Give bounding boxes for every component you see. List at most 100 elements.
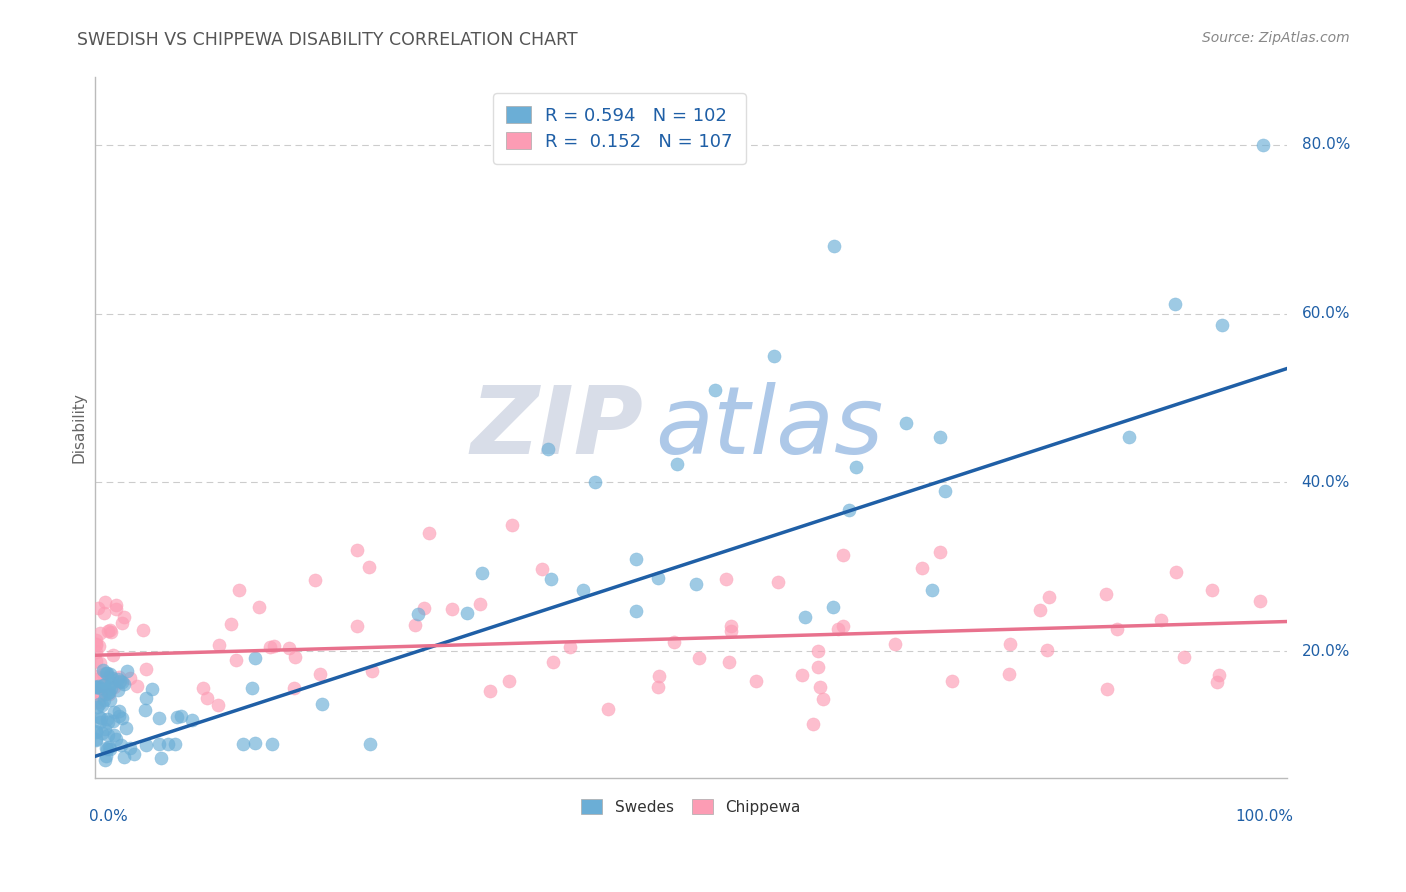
Point [1206, 675, 1229, 690]
Point [763, 349, 786, 363]
Point [115, 664, 138, 678]
Point [1000, 637, 1022, 651]
Point [304, 574, 326, 588]
Point [84, 637, 107, 651]
Point [929, 429, 952, 443]
Point [807, 659, 830, 673]
Point [1164, 296, 1187, 310]
Point [479, 683, 502, 698]
Point [84, 680, 107, 694]
Point [105, 732, 128, 747]
Point [150, 750, 173, 764]
Text: Source: ZipAtlas.com: Source: ZipAtlas.com [1202, 31, 1350, 45]
Point [93, 692, 115, 706]
Point [929, 544, 952, 558]
Point [720, 624, 742, 638]
Point [120, 671, 142, 685]
Point [100, 672, 122, 686]
Point [107, 675, 129, 690]
Point [1150, 613, 1173, 627]
Y-axis label: Disability: Disability [72, 392, 86, 463]
Point [941, 674, 963, 689]
Point [91, 678, 114, 692]
Point [100, 625, 122, 640]
Point [90, 726, 112, 740]
Point [134, 703, 156, 717]
Point [647, 669, 669, 683]
Point [107, 683, 129, 698]
Point [208, 638, 231, 652]
Point [84, 723, 107, 738]
Point [259, 640, 281, 655]
Point [108, 670, 131, 684]
Point [96, 666, 118, 681]
Point [93, 677, 115, 691]
Point [720, 618, 742, 632]
Point [811, 691, 834, 706]
Point [98, 685, 121, 699]
Point [96, 686, 118, 700]
Point [242, 681, 264, 696]
Point [243, 735, 266, 749]
Point [97, 728, 120, 742]
Point [94, 722, 117, 736]
Point [1164, 566, 1187, 580]
Point [90, 711, 112, 725]
Point [111, 675, 134, 690]
Point [1036, 642, 1059, 657]
Point [84, 731, 107, 746]
Point [93, 606, 115, 620]
Point [228, 583, 250, 598]
Point [86, 680, 108, 694]
Point [530, 562, 553, 576]
Point [585, 475, 607, 490]
Point [96, 741, 118, 756]
Point [108, 704, 131, 718]
Point [456, 606, 478, 620]
Point [97, 739, 120, 754]
Text: 20.0%: 20.0% [1302, 643, 1350, 658]
Point [100, 692, 122, 706]
Point [165, 737, 187, 751]
Point [93, 753, 115, 767]
Point [84, 684, 107, 698]
Point [108, 674, 131, 689]
Point [96, 712, 118, 726]
Legend: Swedes, Chippewa: Swedes, Chippewa [574, 791, 808, 822]
Point [111, 616, 134, 631]
Point [821, 600, 844, 615]
Point [471, 566, 494, 581]
Point [664, 635, 686, 649]
Point [1253, 137, 1275, 152]
Point [284, 650, 307, 665]
Point [104, 601, 127, 615]
Point [89, 709, 111, 723]
Point [359, 737, 381, 751]
Point [714, 572, 737, 586]
Point [108, 708, 131, 723]
Point [101, 648, 124, 663]
Point [89, 681, 111, 696]
Point [624, 552, 647, 566]
Point [195, 690, 218, 705]
Point [219, 616, 242, 631]
Point [89, 625, 111, 640]
Point [688, 651, 710, 665]
Text: SWEDISH VS CHIPPEWA DISABILITY CORRELATION CHART: SWEDISH VS CHIPPEWA DISABILITY CORRELATI… [77, 31, 578, 49]
Point [84, 680, 107, 694]
Point [232, 737, 254, 751]
Point [1094, 587, 1116, 601]
Point [98, 741, 121, 756]
Point [93, 687, 115, 701]
Point [148, 711, 170, 725]
Point [91, 663, 114, 677]
Point [346, 619, 368, 633]
Point [543, 656, 565, 670]
Point [558, 640, 581, 655]
Point [666, 457, 689, 471]
Point [181, 713, 204, 727]
Point [1038, 590, 1060, 604]
Point [911, 561, 934, 575]
Point [801, 716, 824, 731]
Point [191, 681, 214, 695]
